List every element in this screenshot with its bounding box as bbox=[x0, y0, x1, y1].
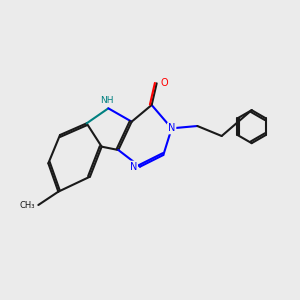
Text: O: O bbox=[160, 78, 168, 88]
Text: CH₃: CH₃ bbox=[20, 200, 35, 209]
Text: N: N bbox=[130, 162, 137, 172]
Text: NH: NH bbox=[100, 96, 114, 105]
Text: N: N bbox=[168, 123, 176, 133]
